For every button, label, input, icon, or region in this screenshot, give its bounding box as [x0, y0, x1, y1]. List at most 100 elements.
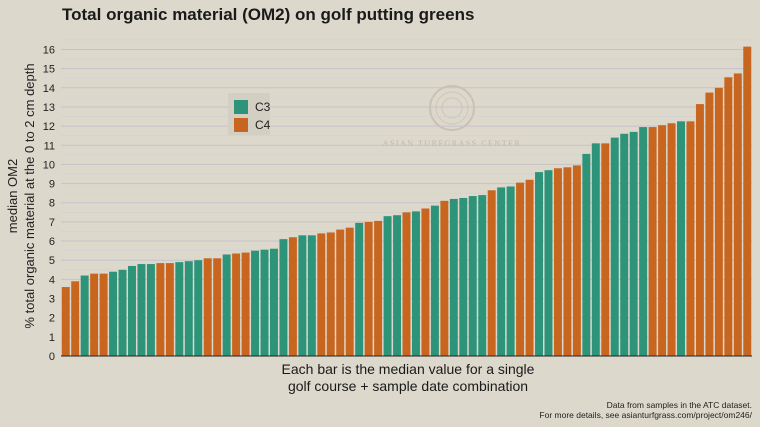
- bar-c3: [544, 170, 553, 356]
- bar-c3: [175, 262, 184, 356]
- y-tick-label: 6: [49, 236, 55, 248]
- bar-c4: [686, 121, 695, 356]
- bar-c3: [298, 235, 307, 356]
- bar-c4: [364, 221, 373, 356]
- bar-c3: [478, 195, 487, 356]
- y-tick-label: 0: [49, 351, 55, 363]
- bar-c4: [374, 220, 383, 356]
- bar-c3: [146, 264, 155, 356]
- bar-c4: [288, 237, 297, 356]
- footnote-line1: Data from samples in the ATC dataset.: [607, 400, 752, 410]
- bar-c4: [402, 212, 411, 356]
- bar-c3: [279, 239, 288, 356]
- x-axis-title-line2: golf course + sample date combination: [288, 378, 528, 394]
- bar-c4: [714, 87, 723, 356]
- bar-c4: [90, 273, 99, 356]
- bar-c3: [393, 215, 402, 356]
- bar-c4: [165, 263, 174, 356]
- bar-c4: [99, 273, 108, 356]
- bar-c3: [118, 269, 127, 356]
- bar-c3: [251, 250, 260, 356]
- watermark-outer-ring: [429, 85, 475, 131]
- bar-c4: [440, 200, 449, 356]
- bar-c4: [572, 165, 581, 356]
- footnote-line2: For more details, see asianturfgrass.com…: [539, 410, 752, 420]
- bar-c4: [516, 182, 525, 356]
- y-tick-label: 9: [49, 179, 55, 191]
- bar-c3: [430, 205, 439, 356]
- bar-c3: [411, 211, 420, 356]
- bar-c3: [506, 186, 515, 356]
- bar-c3: [222, 254, 231, 356]
- bar-c4: [232, 253, 241, 356]
- y-tick-label: 15: [43, 64, 55, 76]
- y-tick-label: 12: [43, 121, 55, 133]
- y-tick-label: 16: [43, 44, 55, 56]
- bar-c4: [724, 77, 733, 357]
- legend: C3 C4: [228, 93, 271, 135]
- bar-c4: [317, 233, 326, 356]
- y-tick-label: 8: [49, 198, 55, 210]
- bar-c4: [695, 104, 704, 356]
- legend-label-c3: C3: [255, 100, 271, 114]
- bar-c3: [629, 131, 638, 356]
- bar-c3: [307, 235, 316, 356]
- chart-title: Total organic material (OM2) on golf put…: [62, 5, 475, 24]
- bar-c3: [535, 172, 543, 356]
- y-tick-label: 5: [49, 255, 55, 267]
- y-tick-label: 11: [44, 140, 55, 152]
- bar-c3: [260, 249, 269, 356]
- watermark-inner-ring: [435, 91, 469, 125]
- bar-c3: [677, 121, 685, 356]
- bar-c4: [203, 258, 212, 356]
- watermark-core-ring: [441, 97, 463, 119]
- legend-swatch-c4: [234, 118, 248, 132]
- watermark-text: ASIAN TURFGRASS CENTER: [383, 139, 522, 148]
- y-tick-label: 7: [49, 217, 55, 229]
- bar-c4: [71, 281, 80, 356]
- bar-c3: [80, 275, 89, 356]
- bars: [61, 46, 752, 357]
- bar-c3: [582, 153, 591, 356]
- bar-c4: [336, 229, 345, 356]
- bar-c4: [61, 287, 70, 356]
- bar-c3: [383, 216, 392, 356]
- bar-c4: [648, 127, 657, 356]
- bar-c3: [639, 127, 648, 356]
- legend-label-c4: C4: [255, 118, 271, 132]
- legend-swatch-c3: [234, 100, 248, 114]
- bar-c4: [705, 92, 714, 356]
- y-axis-title-line1: median OM2: [5, 159, 20, 233]
- bar-c4: [241, 252, 250, 356]
- bar-c4: [601, 143, 610, 356]
- bar-c3: [620, 133, 629, 356]
- bar-c3: [449, 198, 458, 356]
- bar-c3: [610, 137, 619, 356]
- y-tick-label: 2: [49, 313, 55, 325]
- bar-c4: [326, 232, 335, 356]
- bar-c3: [270, 248, 278, 356]
- bar-c4: [553, 168, 562, 356]
- bar-c3: [109, 271, 118, 356]
- bar-c3: [355, 222, 364, 356]
- bar-c4: [658, 125, 667, 356]
- bar-c4: [421, 208, 430, 356]
- bar-c4: [213, 258, 222, 356]
- y-axis-title-line2: % total organic material at the 0 to 2 c…: [22, 63, 37, 328]
- y-tick-label: 13: [43, 102, 55, 114]
- bar-c4: [525, 179, 534, 356]
- x-axis-title-line1: Each bar is the median value for a singl…: [282, 361, 535, 377]
- bar-c3: [194, 260, 203, 356]
- bar-c4: [743, 46, 752, 357]
- bar-c4: [667, 123, 676, 356]
- y-tick-label: 3: [49, 294, 55, 306]
- bar-c4: [487, 190, 496, 356]
- bar-c3: [468, 196, 477, 356]
- bar-c3: [137, 264, 146, 356]
- bar-c3: [459, 197, 468, 356]
- bar-c4: [563, 167, 572, 356]
- bar-c4: [345, 227, 354, 356]
- watermark-logo: ASIAN TURFGRASS CENTER: [383, 85, 522, 148]
